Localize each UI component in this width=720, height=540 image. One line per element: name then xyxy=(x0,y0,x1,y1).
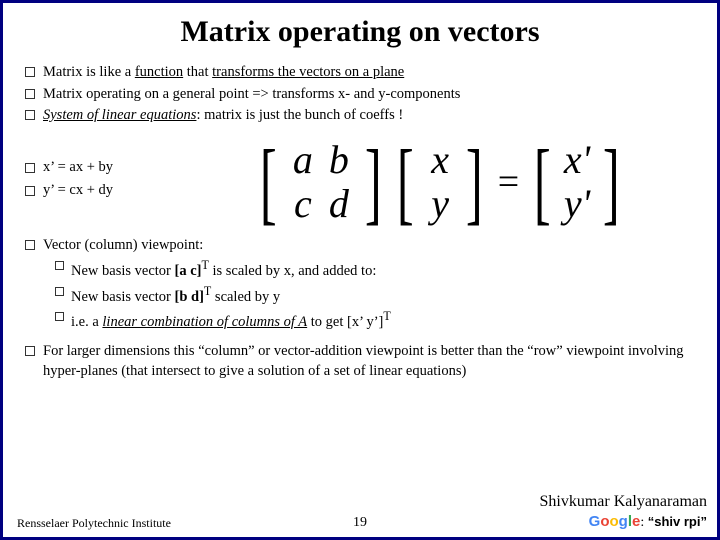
bullets-last: For larger dimensions this “column” or v… xyxy=(21,342,699,381)
sub-2: New basis vector [b d]T scaled by y xyxy=(71,283,699,307)
bullet-2: Matrix operating on a general point => t… xyxy=(43,85,699,105)
slide-frame: Matrix operating on vectors Matrix is li… xyxy=(0,0,720,540)
bullet-1: Matrix is like a function that transform… xyxy=(43,63,699,83)
bracket-right-3: ] xyxy=(603,142,620,222)
text-underline: function xyxy=(135,64,183,80)
text-bold: [b d] xyxy=(174,288,203,304)
text-bold: [a c] xyxy=(174,263,201,279)
vector-result: x' y' xyxy=(560,140,594,224)
page-number: 19 xyxy=(3,515,717,531)
matrix-col-1: a c xyxy=(286,140,320,224)
footer-author: Shivkumar Kalyanaraman xyxy=(540,493,708,511)
bracket-left-3: [ xyxy=(534,142,551,222)
m-x: x xyxy=(427,140,453,180)
matrix-equation: [ a c b d ] [ x y ] = [ x' y' ] xyxy=(181,140,699,224)
text-underline: transforms the vectors on a plane xyxy=(212,64,404,80)
text: Matrix is like a xyxy=(43,64,135,80)
bullets-bottom: Vector (column) viewpoint: New basis vec… xyxy=(21,236,699,333)
slide-title: Matrix operating on vectors xyxy=(21,15,699,49)
text: that xyxy=(183,64,212,80)
text: New basis vector xyxy=(71,263,174,279)
sub-1: New basis vector [a c]T is scaled by x, … xyxy=(71,257,699,281)
text-underline-italic: linear combination of columns of A xyxy=(102,314,307,330)
sub-bullets: New basis vector [a c]T is scaled by x, … xyxy=(43,257,699,332)
bracket-right-2: ] xyxy=(466,142,483,222)
bullet-3: System of linear equations: matrix is ju… xyxy=(43,106,699,126)
matrix-col-2: b d xyxy=(322,140,356,224)
text: i.e. a xyxy=(71,314,102,330)
text: scaled by y xyxy=(211,288,280,304)
text: Vector (column) viewpoint: xyxy=(43,237,203,253)
bullet-vector-viewpoint: Vector (column) viewpoint: New basis vec… xyxy=(43,236,699,333)
eq-line-1: x’ = ax + by xyxy=(43,159,181,176)
mid-row: x’ = ax + by y’ = cx + dy [ a c b d ] [ … xyxy=(21,140,699,224)
m-c: c xyxy=(290,184,316,224)
vector-xy: x y xyxy=(423,140,457,224)
text: New basis vector xyxy=(71,288,174,304)
text-italic: System of linear equations xyxy=(43,107,196,123)
eq-line-2: y’ = cx + dy xyxy=(43,182,181,199)
sub-3: i.e. a linear combination of columns of … xyxy=(71,308,699,332)
bracket-left: [ xyxy=(260,142,277,222)
bullets-top: Matrix is like a function that transform… xyxy=(21,63,699,126)
m-d: d xyxy=(326,184,352,224)
mid-left: x’ = ax + by y’ = cx + dy xyxy=(21,159,181,205)
m-xp: x' xyxy=(564,140,590,180)
bracket-right: ] xyxy=(365,142,382,222)
m-b: b xyxy=(326,140,352,180)
m-y: y xyxy=(427,184,453,224)
m-a: a xyxy=(290,140,316,180)
bracket-left-2: [ xyxy=(397,142,414,222)
text: to get [x’ y’] xyxy=(307,314,383,330)
equals-sign: = xyxy=(492,160,525,204)
sup: T xyxy=(383,309,390,323)
bullet-last: For larger dimensions this “column” or v… xyxy=(43,342,699,381)
sup: T xyxy=(201,258,208,272)
text: is scaled by x, and added to: xyxy=(209,263,377,279)
m-yp: y' xyxy=(564,184,590,224)
text: : matrix is just the bunch of coeffs ! xyxy=(196,107,403,123)
